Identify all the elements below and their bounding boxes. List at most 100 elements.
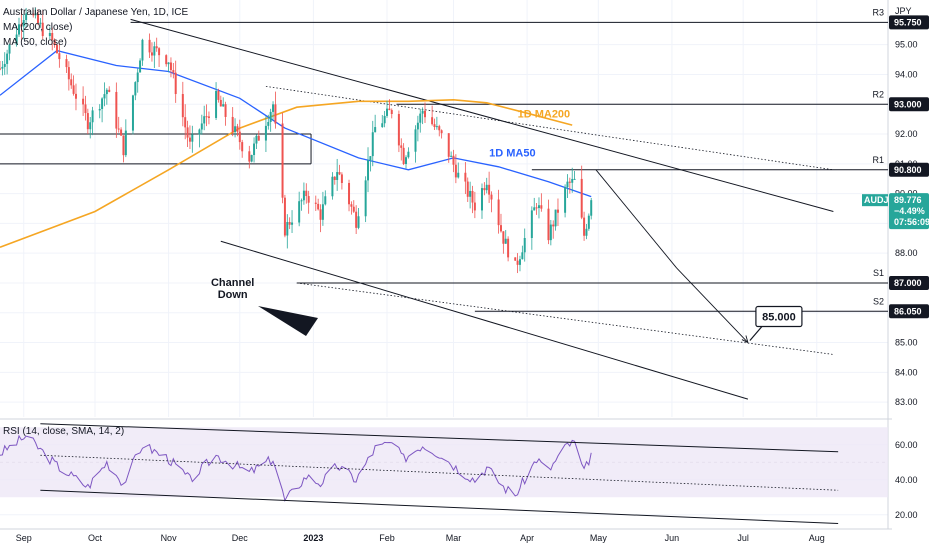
- candle: [124, 119, 127, 158]
- candle-body: [324, 196, 327, 205]
- candle-body: [1, 66, 4, 69]
- candle: [454, 154, 457, 184]
- candle-body: [571, 178, 574, 183]
- candle-body: [488, 184, 491, 195]
- level-tag: [889, 275, 929, 290]
- candle: [150, 42, 153, 62]
- candle-body: [72, 85, 75, 94]
- candle-body: [405, 157, 408, 164]
- candle-body: [255, 135, 258, 144]
- candle: [250, 154, 253, 163]
- candle: [274, 91, 277, 129]
- candle: [165, 54, 168, 67]
- candle: [264, 116, 267, 152]
- candle: [302, 182, 305, 205]
- channel-annotation: Down: [218, 289, 248, 301]
- candle-body: [198, 129, 201, 135]
- candle: [348, 179, 351, 212]
- candle-body: [181, 94, 184, 118]
- candle: [540, 193, 543, 212]
- candle: [20, 11, 23, 40]
- candle-body: [533, 207, 536, 211]
- candle-body: [84, 104, 87, 114]
- candle-body: [402, 147, 405, 164]
- candle-body: [248, 151, 251, 162]
- candle: [369, 156, 372, 172]
- candle: [381, 115, 384, 128]
- x-tick-label: Jun: [665, 533, 680, 543]
- candle: [350, 201, 353, 215]
- candle: [521, 245, 524, 260]
- candle-body: [540, 205, 543, 209]
- candle: [103, 82, 106, 107]
- candle-body: [291, 222, 294, 225]
- candle-body: [383, 115, 386, 124]
- candle-body: [257, 135, 260, 141]
- candle-body: [490, 194, 493, 200]
- candle: [480, 183, 483, 219]
- channel-arrow: [258, 306, 318, 336]
- candle: [400, 138, 403, 161]
- target-callout: [755, 305, 803, 328]
- candle-body: [352, 206, 355, 212]
- candle: [364, 176, 367, 223]
- candle-body: [17, 24, 20, 35]
- candle-body: [283, 197, 286, 236]
- rsi-line: [0, 434, 592, 503]
- candle: [414, 125, 417, 163]
- candle: [473, 191, 476, 219]
- candle-body: [224, 104, 227, 117]
- candle: [200, 114, 203, 135]
- candle: [134, 81, 137, 101]
- candle-body: [386, 108, 389, 116]
- candle: [300, 198, 303, 211]
- candle: [15, 25, 18, 47]
- candle-body: [51, 33, 54, 41]
- candles: [0, 7, 593, 274]
- candle-body: [416, 122, 419, 130]
- y-tick-label: 84.00: [895, 367, 918, 377]
- x-tick-label: Feb: [379, 533, 395, 543]
- y-tick-label: 94.00: [895, 69, 918, 79]
- candle: [471, 185, 474, 214]
- candle-body: [552, 224, 555, 227]
- candle-body: [101, 98, 104, 109]
- candle: [207, 111, 210, 125]
- candle: [336, 158, 339, 191]
- price-tag-change: −4.49%: [894, 206, 925, 216]
- candle-body: [556, 209, 559, 213]
- candle: [222, 97, 225, 107]
- candle: [421, 107, 424, 125]
- candle-body: [564, 187, 567, 213]
- candle: [72, 75, 75, 96]
- candle-body: [120, 129, 123, 136]
- candle-body: [350, 204, 353, 207]
- candle-body: [274, 104, 277, 124]
- candle: [533, 197, 536, 211]
- channel-annotation: Channel: [211, 277, 254, 289]
- candle-body: [580, 178, 583, 218]
- ma200-annotation: 1D MA200: [518, 109, 571, 121]
- candle: [298, 191, 301, 227]
- candle: [238, 119, 241, 150]
- candle: [464, 162, 467, 195]
- candle: [514, 257, 517, 261]
- candle-body: [234, 126, 237, 133]
- candle: [188, 125, 191, 149]
- candle-body: [67, 67, 70, 80]
- candle-body: [269, 111, 272, 122]
- candle: [84, 95, 87, 121]
- candle: [554, 209, 557, 231]
- candle-body: [537, 205, 540, 209]
- candle-body: [507, 238, 510, 258]
- candle: [530, 206, 533, 250]
- candle: [158, 47, 161, 67]
- candle-body: [217, 90, 220, 100]
- candle: [224, 101, 227, 126]
- candle-body: [58, 53, 61, 60]
- currency-label: JPY: [895, 6, 912, 16]
- candle-body: [253, 143, 256, 156]
- candle: [153, 41, 156, 68]
- candle: [58, 44, 61, 68]
